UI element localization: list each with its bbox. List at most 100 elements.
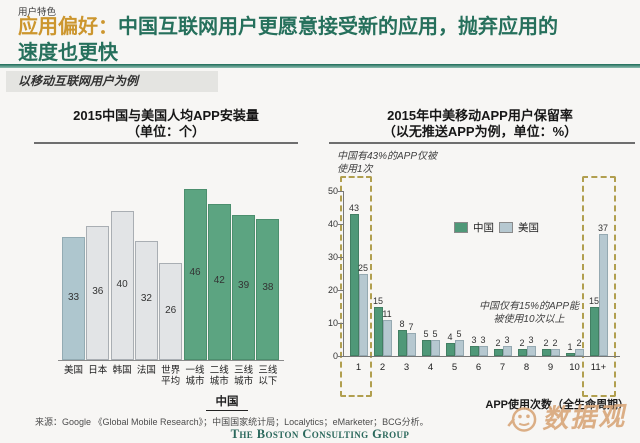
right-y-tick-label: 40 <box>327 219 338 229</box>
us-bar <box>526 346 536 356</box>
left-x-tick-label: 法国 <box>136 365 156 376</box>
right-x-tick-label: 8 <box>523 362 530 373</box>
china-bar-value: 2 <box>543 338 549 349</box>
left-x-tick-label: 日本 <box>88 365 108 376</box>
right-x-tick-label: 11+ <box>590 362 607 373</box>
highlight-box-group11plus <box>582 176 616 397</box>
china-group-label: 中国 <box>206 393 248 411</box>
china-bar-value: 15 <box>372 295 383 306</box>
left-title-rule <box>34 142 298 144</box>
us-bar <box>430 339 440 356</box>
left-bar <box>207 203 231 360</box>
china-bar-value: 2 <box>495 338 501 349</box>
right-y-tick-label: 30 <box>327 252 338 262</box>
left-x-tick-label: 一线 城市 <box>185 365 205 387</box>
us-bar <box>478 346 488 356</box>
right-x-tick-label: 3 <box>403 362 410 373</box>
right-y-tick-label: 50 <box>327 186 338 196</box>
left-bar <box>256 218 280 360</box>
right-x-tick-label: 7 <box>499 362 506 373</box>
left-x-tick-label: 世界 平均 <box>161 365 181 387</box>
china-bar <box>373 306 383 356</box>
left-bar-value: 26 <box>165 304 177 316</box>
us-bar <box>382 319 392 356</box>
right-y-tick-mark <box>338 191 343 192</box>
china-bar <box>445 342 455 356</box>
left-bar <box>183 188 207 360</box>
left-bar <box>159 263 183 360</box>
us-bar-value: 5 <box>432 328 438 339</box>
legend: 中国 美国 <box>454 220 539 235</box>
eyebrow-label: 用户特色 <box>18 7 57 18</box>
china-bar <box>517 349 527 356</box>
title-line2: 速度也更快 <box>18 42 118 64</box>
left-bar-value: 46 <box>189 267 201 279</box>
china-bar-value: 15 <box>588 295 599 306</box>
right-x-tick-label: 1 <box>355 362 362 373</box>
us-bar <box>574 349 584 356</box>
legend-swatch-us <box>499 222 513 233</box>
page-title: 应用偏好：中国互联网用户更愿意接受新的应用，抛弃应用的 速度也更快 <box>18 14 623 66</box>
us-bar-value: 3 <box>504 335 510 346</box>
china-bar-value: 5 <box>423 328 429 339</box>
china-bar-value: 2 <box>519 338 525 349</box>
left-bar-value: 40 <box>116 278 128 290</box>
annotation-15pct: 中国仅有15%的APP能 被使用10次以上 <box>478 301 580 325</box>
right-y-tick-mark <box>338 224 343 225</box>
legend-label-us: 美国 <box>518 222 539 234</box>
left-bar-value: 39 <box>238 280 250 292</box>
right-chart-subtitle: （以无推送APP为例，单位：%） <box>382 124 578 139</box>
title-highlight: 应用偏好： <box>18 16 118 38</box>
right-chart-panel: 2015年中美移动APP用户保留率 （以无推送APP为例，单位：%） 中国有43… <box>323 100 637 412</box>
us-bar-value: 25 <box>357 262 368 273</box>
china-bar <box>541 349 551 356</box>
left-bar-value: 38 <box>262 282 274 294</box>
subtitle-tag: 以移动互联网用户为例 <box>6 71 218 92</box>
right-x-tick-label: 6 <box>475 362 482 373</box>
left-chart-panel: 2015中国与美国人均APP安装量 （单位：个） 33 美国 36 日本 40 韩国 32 法… <box>20 100 312 412</box>
us-bar-value: 3 <box>480 335 486 346</box>
left-bar <box>110 211 134 360</box>
right-y-tick-label: 10 <box>327 318 338 328</box>
china-bar-value: 8 <box>399 318 405 329</box>
left-bar <box>86 226 110 360</box>
bcg-brand: The Boston Consulting Group <box>230 427 410 441</box>
left-bar-value: 36 <box>92 286 104 298</box>
us-bar-value: 2 <box>552 338 558 349</box>
right-y-axis-line <box>343 191 344 356</box>
source-note: 来源：Google 《Global Mobile Research》；中国国家统… <box>35 417 429 427</box>
left-bar <box>232 214 256 360</box>
us-bar-value: 5 <box>456 328 462 339</box>
right-x-tick-label: 2 <box>379 362 386 373</box>
left-bar <box>134 240 158 360</box>
left-bar <box>62 237 85 360</box>
us-bar <box>550 349 560 356</box>
left-x-axis-line <box>58 360 284 361</box>
china-bar <box>589 306 599 356</box>
left-chart-subtitle: （单位：个） <box>126 124 205 139</box>
us-bar-value: 11 <box>382 308 392 319</box>
us-bar-value: 3 <box>528 335 534 346</box>
watermark: 数据观 <box>504 396 627 437</box>
annotation-43pct: 中国有43%的APP仅被 使用1次 <box>337 151 438 175</box>
right-y-tick-label: 20 <box>327 285 338 295</box>
us-bar-value: 37 <box>597 222 608 233</box>
right-y-tick-label: 0 <box>332 351 338 361</box>
china-bar-value: 4 <box>447 331 453 342</box>
left-x-tick-label: 三线 城市 <box>234 365 254 387</box>
china-bar <box>397 329 407 356</box>
right-x-tick-label: 10 <box>569 362 580 373</box>
left-x-tick-label: 美国 <box>63 365 83 376</box>
right-y-tick-mark <box>338 257 343 258</box>
right-x-tick-label: 9 <box>547 362 554 373</box>
china-bar <box>469 346 479 356</box>
left-bar-value: 33 <box>67 291 80 303</box>
china-bar <box>421 339 431 356</box>
left-x-tick-label: 三线 以下 <box>258 365 278 387</box>
header-divider <box>0 64 640 68</box>
right-y-tick-mark <box>338 356 343 357</box>
us-bar-value: 7 <box>408 321 414 332</box>
left-x-tick-label: 二线 城市 <box>209 365 229 387</box>
right-x-tick-label: 4 <box>427 362 434 373</box>
